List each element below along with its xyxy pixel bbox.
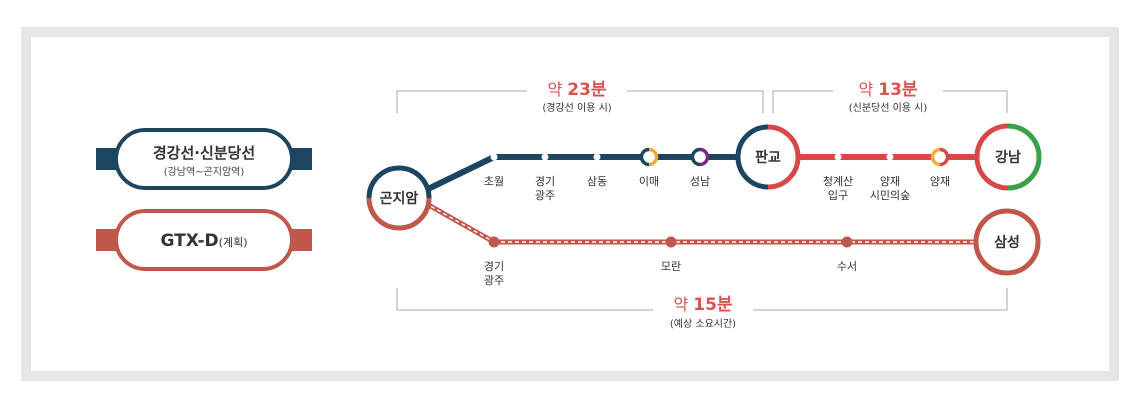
station-dot-gtx-gwangju (488, 236, 500, 248)
legend-gtxd-title-suffix: (계획) (219, 236, 248, 249)
seongnam-transfer-navy-half (690, 147, 701, 167)
legend-gyeonggang-subtitle: (강남역~곤지암역) (164, 166, 245, 178)
gangnam-ring-green (1007, 123, 1042, 191)
bracket-13-right (943, 90, 1008, 113)
time-gtxd-prefix: 약 (673, 295, 693, 314)
bracket-15-left (396, 288, 653, 311)
station-pangyo-label: 판교 (755, 150, 781, 166)
label-moran: 모란 (661, 260, 681, 273)
gtxd-line-diagonal-bg (423, 200, 496, 245)
label-gyeonggi-gwangju-1: 경기 (535, 175, 555, 188)
time-gyeonggang-prefix: 약 (547, 80, 567, 99)
gonjiam-ring-navy (366, 165, 432, 199)
time-sinbundang-prefix: 약 (858, 80, 878, 99)
gyeonggang-stations (490, 147, 710, 167)
station-dot-chowol (490, 153, 498, 161)
sinbundang-stations (834, 147, 950, 167)
station-imae-transfer (641, 149, 657, 165)
label-yangjae-forest-1: 양재 (880, 175, 900, 188)
gangnam-fill (977, 126, 1039, 188)
label-cheonggyesan-2: 입구 (828, 189, 848, 202)
time-gyeonggang-note: (경강선 이용 시) (542, 101, 611, 114)
label-suseo: 수서 (837, 260, 857, 273)
yangjae-transfer-red-half (939, 147, 950, 167)
station-dot-suseo (841, 236, 853, 248)
time-sinbundang-note: (신분당선 이용 시) (849, 102, 928, 114)
station-seongnam-transfer (692, 149, 708, 165)
bracket-23-left (396, 90, 527, 113)
bracket-15-right (753, 288, 1008, 311)
station-dot-cheonggyesan (834, 153, 842, 161)
label-gtx-gwangju-2: 광주 (484, 274, 504, 287)
legend-gyeonggang-title: 경강선·신분당선 (153, 144, 255, 162)
station-samseong: 삼성 (973, 208, 1041, 276)
seongnam-transfer-purple-half (699, 147, 710, 167)
legend-gtxd-pill (114, 209, 294, 271)
label-chowol: 초월 (484, 175, 504, 188)
label-seongnam: 성남 (690, 175, 710, 188)
imae-transfer-navy-half (639, 147, 650, 167)
time-gyeonggang-value: 23분 (567, 80, 607, 100)
label-yangjae-forest-2: 시민의숲 (870, 189, 910, 202)
station-gonjiam: 곤지암 (366, 165, 432, 231)
label-samdong: 삼동 (587, 175, 607, 188)
label-imae: 이매 (639, 175, 659, 188)
legend-gyeonggang: 경강선·신분당선 (강남역~곤지암역) (96, 128, 312, 190)
legend-gyeonggang-pill (114, 128, 294, 190)
gyeonggang-line-diagonal (425, 154, 497, 192)
station-yangjae-transfer (932, 149, 948, 165)
gangnam-ring-red (974, 123, 1009, 191)
time-sinbundang-value: 13분 (878, 80, 918, 100)
time-gtxd-value: 15분 (693, 295, 733, 315)
station-dot-yangjae-forest (886, 153, 894, 161)
samseong-ring (973, 208, 1041, 276)
station-labels: 초월 경기 광주 삼동 이매 성남 청계산 입구 양재 시민의숲 양재 경기 광… (484, 175, 950, 287)
label-cheonggyesan-1: 청계산 (823, 175, 853, 188)
gtxd-line-group (423, 200, 975, 245)
legend-gtxd-title-main: GTX-D (161, 231, 219, 251)
pangyo-ring-navy (735, 124, 769, 190)
station-dot-samdong (593, 153, 601, 161)
time-brackets (396, 90, 1008, 311)
station-dot-gyeonggi-gwangju (541, 153, 549, 161)
station-gonjiam-label: 곤지암 (380, 190, 419, 207)
yangjae-transfer-orange-half (930, 147, 941, 167)
station-gangnam-label: 강남 (995, 149, 1021, 166)
gtxd-stations (488, 236, 853, 248)
bracket-13-left (772, 90, 833, 113)
diagram-panel (31, 37, 1109, 371)
bracket-23-right (627, 90, 764, 113)
imae-transfer-yellow-half (648, 147, 659, 167)
label-yangjae: 양재 (930, 175, 950, 188)
legend-gtxd-title: GTX-D(계획) (161, 231, 248, 251)
station-dot-moran (665, 236, 677, 248)
time-gyeonggang: 약 23분 (547, 80, 606, 100)
station-gangnam: 강남 (974, 123, 1042, 191)
label-gyeonggi-gwangju-2: 광주 (535, 189, 555, 202)
pangyo-ring-red (767, 124, 801, 190)
time-gtxd-note: (예상 소요시간) (670, 318, 736, 330)
pangyo-fill (738, 127, 798, 187)
gonjiam-ring-red (366, 197, 432, 231)
legend-gtxd: GTX-D(계획) (96, 209, 312, 271)
gtxd-line-diagonal-dash (424, 202, 495, 243)
time-sinbundang: 약 13분 (858, 80, 917, 100)
station-pangyo: 판교 (735, 124, 801, 190)
station-samseong-label: 삼성 (994, 235, 1020, 251)
label-gtx-gwangju-1: 경기 (484, 260, 504, 273)
time-gtxd: 약 15분 (673, 295, 732, 315)
gonjiam-fill (369, 168, 429, 228)
